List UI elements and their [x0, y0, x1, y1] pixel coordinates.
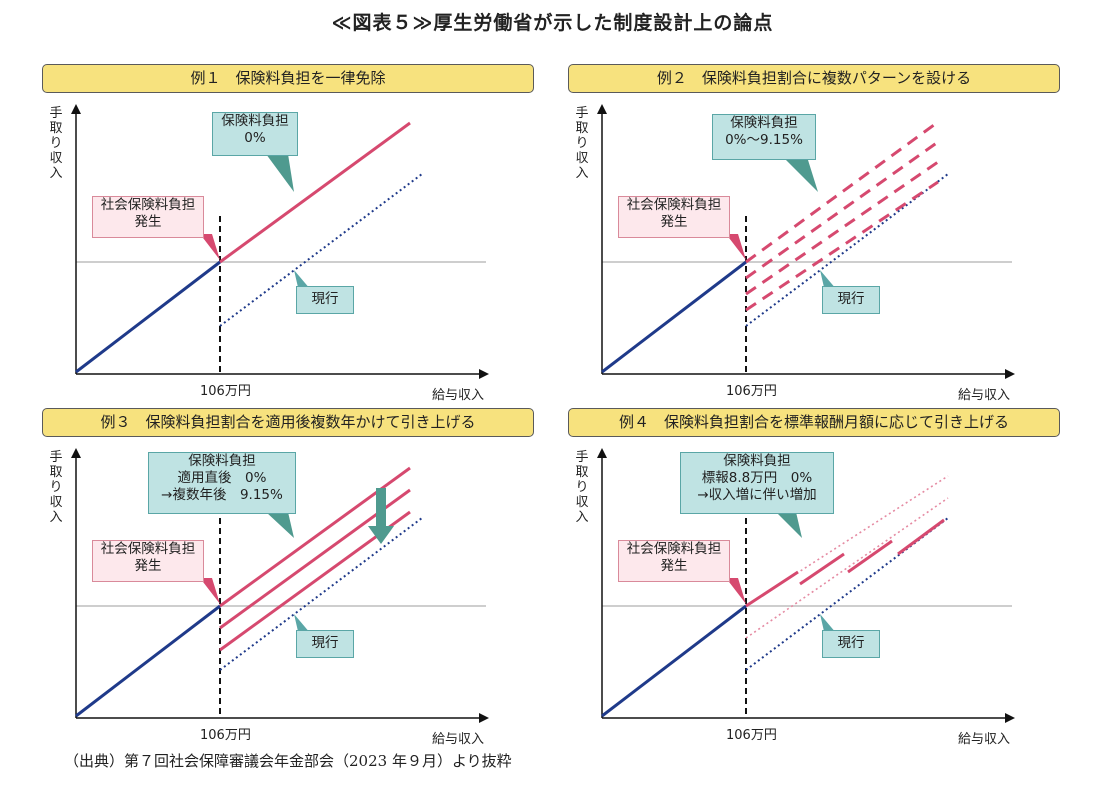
- callout-pointer: [786, 160, 818, 192]
- y-axis-label: 手取り収入: [49, 450, 63, 525]
- panel-example-4: 例４ 保険料負担割合を標準報酬月額に応じて引き上げる 手取り収入 保険料負担 標…: [568, 408, 1068, 758]
- panel-title: 例１ 保険料負担を一律免除: [42, 64, 534, 93]
- y-axis-arrow: [597, 448, 607, 458]
- diagram-example-4: [597, 448, 1015, 723]
- panel-title: 例２ 保険料負担割合に複数パターンを設ける: [568, 64, 1060, 93]
- x-tick-106: 106万円: [200, 384, 251, 399]
- page-title: ≪図表５≫厚生労働省が示した制度設計上の論点: [331, 12, 774, 34]
- premium-callout: 保険料負担 0%: [212, 112, 298, 156]
- base-line: [601, 260, 747, 374]
- step-segment-3: [847, 539, 893, 574]
- y-axis-label: 手取り収入: [49, 106, 63, 181]
- step-segment-4: [897, 518, 945, 556]
- callout-pointer: [266, 512, 294, 538]
- x-axis-arrow: [1005, 713, 1015, 723]
- diagram-example-3: [71, 448, 489, 723]
- x-axis-arrow: [479, 369, 489, 379]
- panel-example-1: 例１ 保険料負担を一律免除 手取り収入 保険料負担 0% 社会保険料負担 発生 …: [42, 64, 542, 414]
- burden-label: 社会保険料負担 発生: [92, 196, 204, 238]
- base-line: [75, 604, 221, 718]
- premium-callout: 保険料負担 0%～9.15%: [712, 114, 816, 160]
- premium-callout: 保険料負担 適用直後 0% →複数年後 9.15%: [148, 452, 296, 514]
- current-label: 現行: [822, 286, 880, 314]
- x-tick-106: 106万円: [200, 728, 251, 743]
- diagram-example-2: [597, 104, 1015, 379]
- base-line: [75, 260, 221, 374]
- x-axis-label: 給与収入: [958, 388, 1011, 403]
- x-axis-label: 給与収入: [958, 732, 1011, 747]
- guide-line-lower: [745, 497, 949, 639]
- burden-label: 社会保険料負担 発生: [618, 196, 730, 238]
- step-segment-2: [799, 552, 845, 586]
- y-axis-arrow: [597, 104, 607, 114]
- burden-label: 社会保険料負担 発生: [618, 540, 730, 582]
- x-tick-106: 106万円: [726, 728, 777, 743]
- current-label: 現行: [822, 630, 880, 658]
- current-line: [219, 517, 423, 671]
- x-axis-label: 給与収入: [432, 388, 485, 403]
- panel-title: 例３ 保険料負担割合を適用後複数年かけて引き上げる: [42, 408, 534, 437]
- y-axis-label: 手取り収入: [575, 450, 589, 525]
- y-axis-arrow: [71, 448, 81, 458]
- panel-example-3: 例３ 保険料負担割合を適用後複数年かけて引き上げる 手取り収入 保険料負担 適用…: [42, 408, 542, 758]
- burden-pointer: [726, 234, 746, 260]
- burden-pointer: [200, 578, 220, 604]
- current-line: [219, 173, 423, 327]
- callout-pointer: [266, 154, 294, 192]
- premium-callout: 保険料負担 標報8.8万円 0% →収入増に伴い増加: [680, 452, 834, 514]
- base-line: [601, 604, 747, 718]
- callout-pointer: [776, 512, 802, 538]
- burden-pointer: [726, 578, 746, 604]
- pattern-line-3: [745, 160, 939, 296]
- y-axis-arrow: [71, 104, 81, 114]
- burden-label: 社会保険料負担 発生: [92, 540, 204, 582]
- down-arrow-icon: [368, 488, 394, 544]
- panel-title: 例４ 保険料負担割合を標準報酬月額に応じて引き上げる: [568, 408, 1060, 437]
- diagram-example-1: [71, 104, 489, 379]
- panel-example-2: 例２ 保険料負担割合に複数パターンを設ける 手取り収入 保険料負担 0%～9.1…: [568, 64, 1068, 414]
- step-segment-1: [745, 570, 799, 608]
- x-tick-106: 106万円: [726, 384, 777, 399]
- source-note: （出典）第７回社会保障審議会年金部会（2023 年９月）より抜粋: [64, 752, 512, 770]
- y-axis-label: 手取り収入: [575, 106, 589, 181]
- x-axis-arrow: [1005, 369, 1015, 379]
- pattern-line-2: [745, 140, 939, 280]
- current-label: 現行: [296, 630, 354, 658]
- current-label: 現行: [296, 286, 354, 314]
- exempt-line: [219, 121, 411, 264]
- burden-pointer: [200, 234, 220, 260]
- x-axis-label: 給与収入: [432, 732, 485, 747]
- x-axis-arrow: [479, 713, 489, 723]
